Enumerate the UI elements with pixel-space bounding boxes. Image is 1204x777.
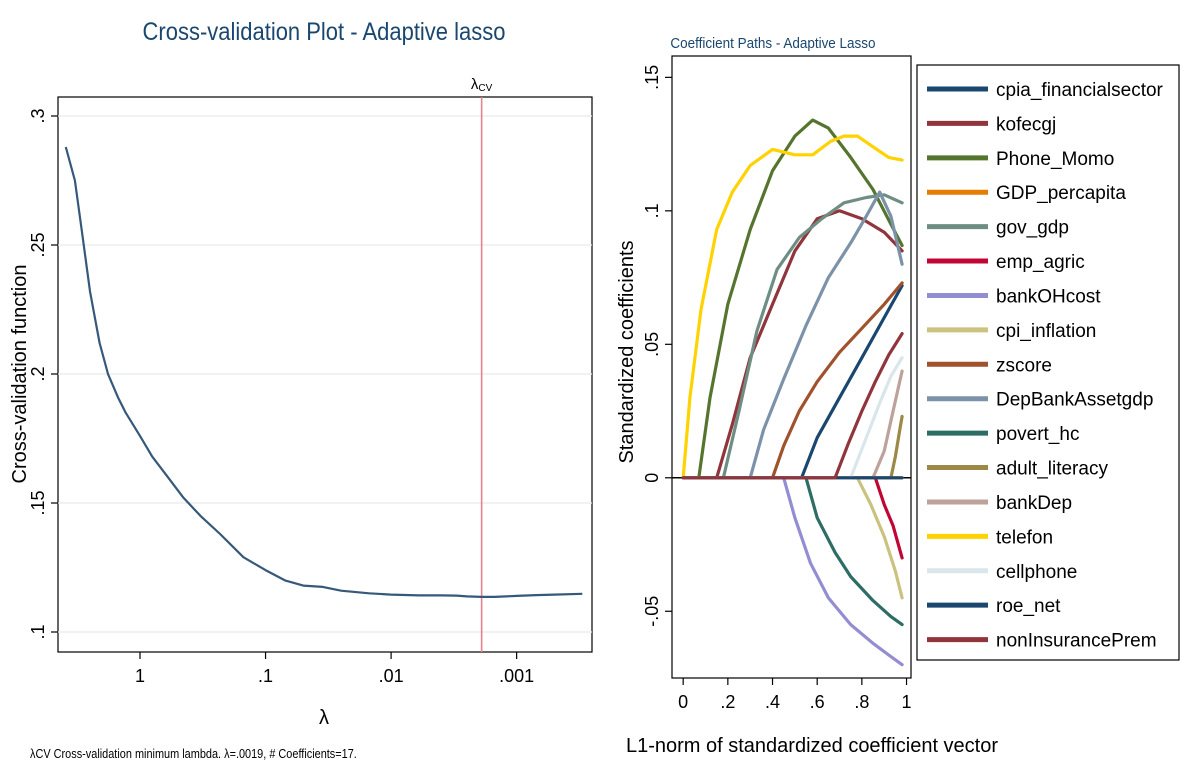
cv-grid xyxy=(58,115,592,633)
coef-series-line-DepBankAssetgdp xyxy=(681,190,904,480)
cv-x-axis-label: λ xyxy=(319,707,329,729)
legend-label: cellphone xyxy=(996,562,1077,583)
cv-chart: Cross-validation Plot - Adaptive lasso .… xyxy=(9,18,593,761)
cv-series-line xyxy=(64,146,583,599)
legend-label: roe_net xyxy=(996,596,1061,617)
legend-label: gov_gdp xyxy=(996,218,1069,239)
coef-y-tick-label: -.05 xyxy=(642,596,662,627)
coef-x-tick-label: 0 xyxy=(678,692,688,712)
cv-x-tick-label: .1 xyxy=(258,666,273,686)
coef-plot-region xyxy=(671,55,912,679)
legend-label: cpia_financialsector xyxy=(996,80,1164,101)
coef-x-tick-label: .8 xyxy=(854,692,869,712)
coef-x-tick-label: .2 xyxy=(720,692,735,712)
cv-footnote: λCV Cross-validation minimum lambda. λ=.… xyxy=(30,746,357,761)
legend-label: emp_agric xyxy=(996,252,1085,273)
cv-y-tick-label: .3 xyxy=(28,108,48,123)
coef-x-axis: 0 .2 .4 .6 .8 1 xyxy=(678,678,912,712)
coef-y-tick-label: .1 xyxy=(642,203,662,218)
legend-label: bankOHcost xyxy=(996,286,1101,307)
legend-label: povert_hc xyxy=(996,424,1079,445)
legend-label: telefon xyxy=(996,527,1053,548)
legend-label: zscore xyxy=(996,355,1052,376)
cv-series xyxy=(64,146,583,599)
cv-y-tick-label: .25 xyxy=(28,232,48,257)
coef-x-tick-label: .6 xyxy=(810,692,825,712)
coef-x-tick-label: 1 xyxy=(902,692,912,712)
coef-chart-title: Coefficient Paths - Adaptive Lasso xyxy=(670,35,875,52)
legend-label: kofecgj xyxy=(996,114,1056,135)
coef-y-tick-label: .05 xyxy=(642,332,662,357)
coef-series-line-telefon xyxy=(681,134,904,480)
coef-series-line-Phone_Momo xyxy=(681,118,904,480)
cv-lambda-marker-label: λCV xyxy=(471,76,493,94)
coef-series xyxy=(681,118,904,667)
cv-y-tick-label: .2 xyxy=(28,366,48,381)
coef-series-line-povert_hc xyxy=(681,476,904,627)
coef-x-axis-label: L1-norm of standardized coefficient vect… xyxy=(626,735,998,757)
coef-series-line-zscore xyxy=(681,281,904,480)
legend-label: cpi_inflation xyxy=(996,321,1096,342)
coef-series-line-nonInsurancePrem xyxy=(681,332,904,480)
coef-y-tick-label: .15 xyxy=(642,65,662,90)
cv-x-tick-label: .001 xyxy=(499,666,534,686)
coef-x-tick-label: .4 xyxy=(765,692,780,712)
cv-y-axis: .1 .15 .2 .25 .3 xyxy=(28,108,58,640)
coef-series-line-kofecgj xyxy=(681,209,904,480)
legend-label: GDP_percapita xyxy=(996,183,1126,204)
coef-series-line-gov_gdp xyxy=(681,193,904,480)
cv-y-tick-label: .15 xyxy=(28,490,48,515)
coef-y-axis: -.05 0 .05 .1 .15 xyxy=(642,65,672,627)
coef-series-line-bankOHcost xyxy=(681,476,904,667)
cv-y-axis-label: Cross-validation function xyxy=(9,265,31,484)
cv-x-tick-label: 1 xyxy=(135,666,145,686)
legend-label: DepBankAssetgdp xyxy=(996,390,1153,411)
legend-label: nonInsurancePrem xyxy=(996,631,1157,652)
legend-label: adult_literacy xyxy=(996,459,1108,480)
legend-label: Phone_Momo xyxy=(996,149,1114,170)
cv-chart-title: Cross-validation Plot - Adaptive lasso xyxy=(143,18,506,46)
cv-y-tick-label: .1 xyxy=(28,624,48,639)
legend-label: bankDep xyxy=(996,493,1072,514)
cv-x-tick-label: .01 xyxy=(379,666,404,686)
coef-y-axis-label: Standardized coefficients xyxy=(616,240,638,463)
coef-y-tick-label: 0 xyxy=(642,473,662,483)
cv-x-axis: 1 .1 .01 .001 xyxy=(135,652,534,686)
coef-chart: Coefficient Paths - Adaptive Lasso -.05 0… xyxy=(616,35,1180,757)
